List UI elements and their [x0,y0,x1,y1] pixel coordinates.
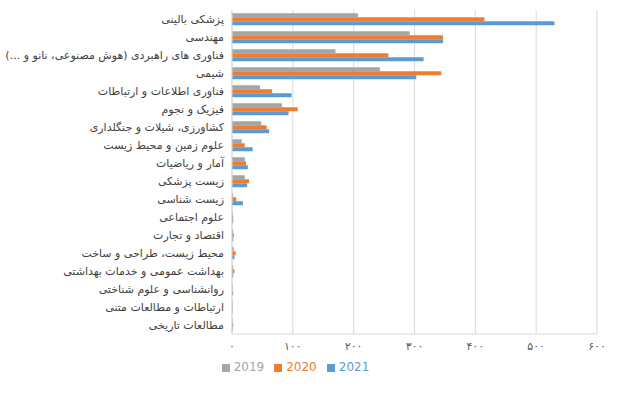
svg-text:کشاورزی، شیلات و جنگلداری: کشاورزی، شیلات و جنگلداری [90,121,225,134]
svg-text:مطالعات تاریخی: مطالعات تاریخی [149,319,224,332]
svg-text:پزشکی بالینی: پزشکی بالینی [161,13,224,26]
svg-text:۲۰۰: ۲۰۰ [345,340,363,353]
svg-text:۱۰۰: ۱۰۰ [284,340,302,353]
svg-text:زیست پزشکی: زیست پزشکی [158,175,224,188]
svg-text:۰: ۰ [229,340,235,353]
html-text:2020: 2020 [286,360,317,374]
svg-text:۶۰۰: ۶۰۰ [588,340,606,353]
svg-text:فناوری اطلاعات و ارتباطات: فناوری اطلاعات و ارتباطات [98,85,224,98]
svg-text:علوم زمین و محیط زیست: علوم زمین و محیط زیست [103,139,224,152]
svg-text:فیزیک و نجوم: فیزیک و نجوم [161,103,224,116]
svg-text:اقتصاد و تجارت: اقتصاد و تجارت [153,229,224,242]
svg-text:فناوری های راهبردی (هوش مصنوعی: فناوری های راهبردی (هوش مصنوعی، نانو و .… [8,49,224,62]
svg-text:محیط زیست، طراحی و ساخت: محیط زیست، طراحی و ساخت [81,247,224,260]
svg-text:بهداشت عمومی و خدمات بهداشتی: بهداشت عمومی و خدمات بهداشتی [63,265,224,278]
svg-text:شیمی: شیمی [196,67,224,80]
svg-text:۳۰۰: ۳۰۰ [406,340,424,353]
html-text:2021: 2021 [338,360,370,374]
svg-text:زیست شناسی: زیست شناسی [157,193,224,206]
html-text:2019: 2019 [233,360,265,374]
svg-text:۵۰۰: ۵۰۰ [527,340,545,353]
svg-text:روانشناسی و علوم شناختی: روانشناسی و علوم شناختی [99,283,224,296]
svg-text:۴۰۰: ۴۰۰ [466,340,484,353]
svg-text:آمار و ریاضیات: آمار و ریاضیات [156,156,225,170]
svg-text:ارتباطات و مطالعات متنی: ارتباطات و مطالعات متنی [105,301,224,314]
svg-text:مهندسی: مهندسی [186,31,225,44]
svg-text:علوم اجتماعی: علوم اجتماعی [159,211,224,224]
